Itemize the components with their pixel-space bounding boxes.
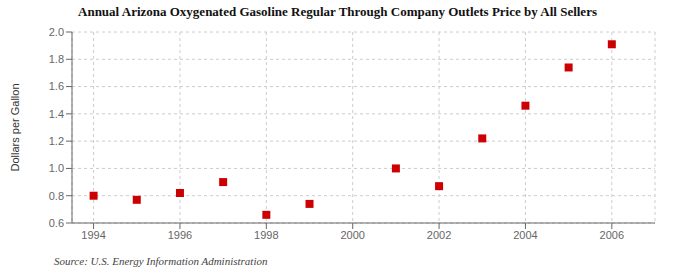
svg-text:1.8: 1.8 [49, 53, 64, 65]
svg-text:Dollars per Gallon: Dollars per Gallon [9, 83, 21, 171]
svg-text:1998: 1998 [254, 229, 278, 241]
svg-text:0.6: 0.6 [49, 217, 64, 229]
svg-text:2.0: 2.0 [49, 26, 64, 38]
svg-text:1.2: 1.2 [49, 135, 64, 147]
svg-text:0.8: 0.8 [49, 190, 64, 202]
svg-text:2006: 2006 [600, 229, 624, 241]
svg-text:1994: 1994 [81, 229, 105, 241]
svg-text:2002: 2002 [427, 229, 451, 241]
svg-text:1.0: 1.0 [49, 162, 64, 174]
html-text:Annual Arizona Oxygenated Gaso: Annual Arizona Oxygenated Gasoline Regul… [78, 4, 597, 19]
svg-text:1.6: 1.6 [49, 80, 64, 92]
html-text:Source: U.S. Energy Informatio: Source: U.S. Energy Information Administ… [54, 255, 268, 267]
svg-text:1.4: 1.4 [49, 108, 64, 120]
svg-text:1996: 1996 [168, 229, 192, 241]
svg-text:2004: 2004 [513, 229, 537, 241]
svg-text:2000: 2000 [340, 229, 364, 241]
